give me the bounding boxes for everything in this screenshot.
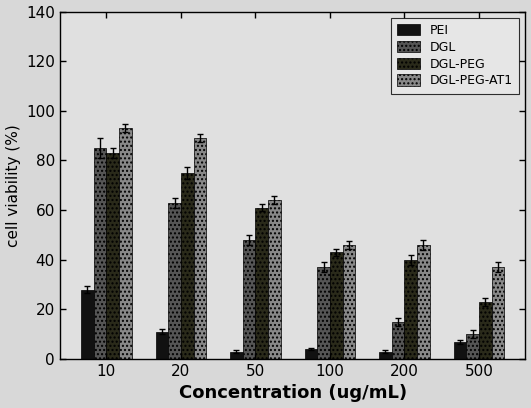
Bar xyxy=(168,203,181,359)
Bar xyxy=(243,240,255,359)
Bar xyxy=(181,173,193,359)
Bar xyxy=(81,290,93,359)
Bar xyxy=(405,260,417,359)
Bar xyxy=(466,334,479,359)
Legend: PEI, DGL, DGL-PEG, DGL-PEG-AT1: PEI, DGL, DGL-PEG, DGL-PEG-AT1 xyxy=(391,18,519,93)
Bar xyxy=(119,128,132,359)
Bar xyxy=(392,322,405,359)
Bar xyxy=(156,332,168,359)
Bar xyxy=(453,341,466,359)
Bar xyxy=(379,352,392,359)
Y-axis label: cell viability (%): cell viability (%) xyxy=(5,124,21,247)
Bar xyxy=(417,245,430,359)
Bar xyxy=(330,252,342,359)
Bar xyxy=(268,200,281,359)
X-axis label: Concentration (ug/mL): Concentration (ug/mL) xyxy=(178,384,407,402)
Bar xyxy=(230,352,243,359)
Bar xyxy=(492,267,504,359)
Bar xyxy=(106,153,119,359)
Bar xyxy=(317,267,330,359)
Bar xyxy=(255,208,268,359)
Bar xyxy=(342,245,355,359)
Bar xyxy=(305,349,317,359)
Bar xyxy=(479,302,492,359)
Bar xyxy=(93,148,106,359)
Bar xyxy=(193,138,206,359)
